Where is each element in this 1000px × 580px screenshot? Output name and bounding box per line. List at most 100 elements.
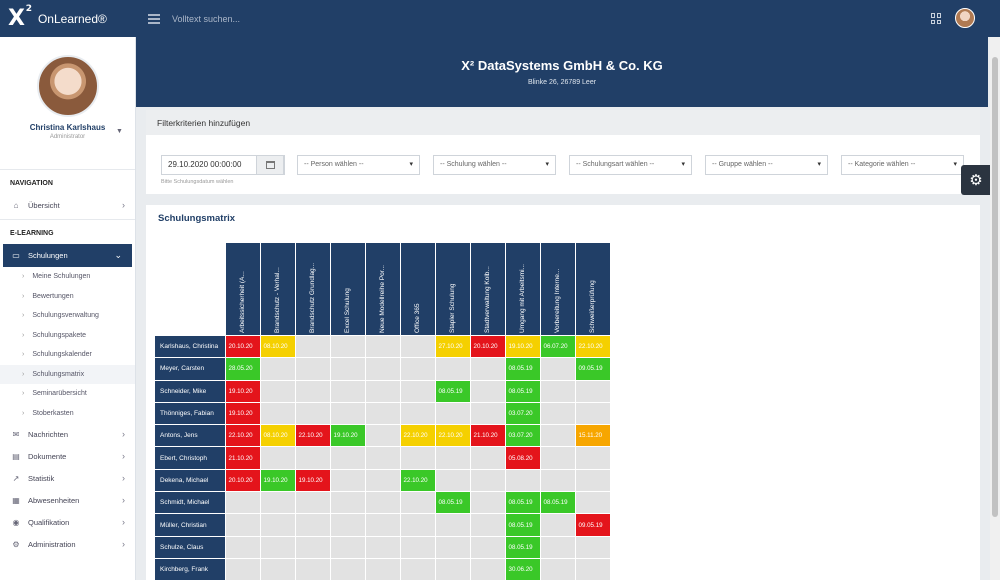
sidebar-subitem-schulungspakete[interactable]: › Schulungspakete xyxy=(22,331,87,339)
matrix-cell[interactable]: 21.10.20 xyxy=(469,424,506,448)
sidebar-subitem-bewertungen[interactable]: › Bewertungen xyxy=(22,292,74,300)
schulungsart-select[interactable]: -- Schulungsart wählen -- ▾ xyxy=(569,155,692,175)
matrix-cell[interactable]: 08.05.19 xyxy=(504,491,541,515)
sidebar-subitem-meine-schulungen[interactable]: › Meine Schulungen xyxy=(22,273,91,281)
matrix-cell[interactable]: 03.07.20 xyxy=(504,424,541,448)
caret-down-icon: ▾ xyxy=(817,161,821,168)
matrix-cell xyxy=(574,446,611,470)
matrix-cell[interactable]: 09.05.19 xyxy=(574,357,611,381)
matrix-cell[interactable]: 20.10.20 xyxy=(224,334,261,359)
gruppe-select[interactable]: -- Gruppe wählen -- ▾ xyxy=(705,155,828,175)
matrix-cell[interactable]: 08.10.20 xyxy=(259,334,296,359)
matrix-cell[interactable]: 15.11.20 xyxy=(574,424,611,448)
matrix-cell xyxy=(329,491,366,515)
matrix-cell[interactable]: 08.05.19 xyxy=(504,513,541,537)
sidebar-subitem-schulungsmatrix[interactable]: › Schulungsmatrix xyxy=(0,364,135,384)
sidebar-item-administration[interactable]: ⚙ Administration › xyxy=(12,539,125,549)
matrix-cell[interactable]: 21.10.20 xyxy=(224,446,261,470)
matrix-cell xyxy=(469,379,506,403)
sidebar-item-label: Übersicht xyxy=(28,200,60,210)
matrix-cell[interactable]: 19.10.20 xyxy=(224,401,261,426)
date-input[interactable]: 29.10.2020 00:00:00 xyxy=(161,155,285,175)
matrix-cell xyxy=(574,557,611,580)
matrix-cell[interactable]: 22.10.20 xyxy=(434,424,471,448)
sidebar-item-nachrichten[interactable]: ✉ Nachrichten › xyxy=(12,429,125,439)
scrollbar[interactable] xyxy=(990,37,1000,580)
search-input[interactable] xyxy=(172,7,472,30)
matrix-cell[interactable]: 08.05.19 xyxy=(504,379,541,403)
profile-name[interactable]: Christina Karlshaus xyxy=(29,123,106,132)
matrix-cell xyxy=(294,401,331,426)
matrix-cell xyxy=(259,379,296,403)
matrix-cell[interactable]: 08.05.19 xyxy=(434,491,471,515)
matrix-cell[interactable]: 08.10.20 xyxy=(259,424,296,448)
matrix-cell xyxy=(434,535,471,559)
row-person-name: Meyer, Carsten xyxy=(155,357,225,381)
sidebar-item-qualifikation[interactable]: ◉ Qualifikation › xyxy=(12,517,126,527)
caret-down-icon[interactable]: ▼ xyxy=(116,128,123,135)
settings-gear-button[interactable]: ⚙ xyxy=(961,165,991,195)
sidebar-subitem-stoberkasten[interactable]: › Stoberkasten xyxy=(22,409,74,417)
matrix-cell[interactable]: 20.10.20 xyxy=(224,468,261,493)
matrix-cell[interactable]: 19.10.20 xyxy=(294,468,331,493)
calendar-button[interactable] xyxy=(256,155,284,175)
matrix-cell[interactable]: 08.05.19 xyxy=(539,491,576,515)
matrix-cell xyxy=(574,379,611,403)
matrix-cell[interactable]: 22.10.20 xyxy=(399,468,436,493)
sidebar: Christina Karlshaus Administrator ▼ NAVI… xyxy=(0,37,136,580)
filter-title[interactable]: Filterkriterien hinzufügen xyxy=(146,110,980,135)
matrix-cell[interactable]: 22.10.20 xyxy=(294,424,331,448)
matrix-cell[interactable]: 28.05.20 xyxy=(224,357,261,381)
matrix-cell[interactable]: 08.05.19 xyxy=(504,535,541,559)
matrix-cell xyxy=(259,513,296,537)
sidebar-item-statistik[interactable]: ↗ Statistik › xyxy=(12,473,125,483)
matrix-cell[interactable]: 27.10.20 xyxy=(434,334,471,359)
table-row: Schneider, Mike 19.10.20 08.05.19 08.05.19 xyxy=(155,379,611,403)
matrix-cell[interactable]: 08.05.19 xyxy=(504,357,541,381)
matrix-cell[interactable]: 03.07.20 xyxy=(504,401,541,426)
sidebar-subitem-schulungskalender[interactable]: › Schulungskalender xyxy=(22,351,92,359)
matrix-cell[interactable]: 30.06.20 xyxy=(504,557,541,580)
sidebar-item-dokumente[interactable]: ▤ Dokumente › xyxy=(12,451,125,461)
sidebar-item-uebersicht[interactable]: ⌂ Übersicht › xyxy=(0,194,135,216)
sidebar-subitem-schulungsverwaltung[interactable]: › Schulungsverwaltung xyxy=(22,312,99,320)
sidebar-item-label: Schulungen xyxy=(28,251,68,260)
schulung-select[interactable]: -- Schulung wählen -- ▾ xyxy=(433,155,556,175)
kategorie-select[interactable]: -- Kategorie wählen -- ▾ xyxy=(841,155,964,175)
matrix-cell xyxy=(469,446,506,470)
scrollbar-thumb[interactable] xyxy=(992,57,998,517)
sidebar-item-abwesenheiten[interactable]: ▦ Abwesenheiten › xyxy=(12,495,125,505)
matrix-column-header: Umgang mit Arbeitsmi... xyxy=(504,242,541,336)
matrix-cell[interactable]: 19.10.20 xyxy=(504,334,541,359)
matrix-cell[interactable]: 05.08.20 xyxy=(504,446,541,470)
matrix-cell xyxy=(399,557,436,580)
matrix-cell[interactable]: 08.05.19 xyxy=(434,379,471,403)
matrix-cell xyxy=(434,446,471,470)
chevron-right-icon: › xyxy=(122,517,125,527)
matrix-cell[interactable]: 19.10.20 xyxy=(259,468,296,493)
matrix-cell[interactable]: 06.07.20 xyxy=(539,334,576,359)
menu-icon[interactable] xyxy=(148,13,160,24)
matrix-cell xyxy=(294,334,331,359)
person-select[interactable]: -- Person wählen -- ▾ xyxy=(297,155,420,175)
matrix-cell xyxy=(469,401,506,426)
apps-grid-icon[interactable] xyxy=(931,13,942,24)
matrix-cell[interactable]: 20.10.20 xyxy=(469,334,506,359)
matrix-cell[interactable]: 19.10.20 xyxy=(224,379,261,403)
matrix-cell xyxy=(329,557,366,580)
matrix-cell xyxy=(434,468,471,493)
matrix-cell xyxy=(399,513,436,537)
user-avatar[interactable] xyxy=(955,8,975,28)
sidebar-subitem-seminaruebersicht[interactable]: › Seminarübersicht xyxy=(22,390,87,398)
matrix-cell xyxy=(329,468,366,493)
matrix-cell[interactable]: 22.10.20 xyxy=(224,424,261,448)
matrix-cell[interactable]: 22.10.20 xyxy=(399,424,436,448)
calendar-icon: ▦ xyxy=(12,495,20,505)
matrix-cell[interactable]: 09.05.19 xyxy=(574,513,611,537)
matrix-cell[interactable]: 22.10.20 xyxy=(574,334,611,359)
matrix-cell xyxy=(434,401,471,426)
matrix-cell[interactable]: 19.10.20 xyxy=(329,424,366,448)
sidebar-item-schulungen[interactable]: ▭ Schulungen ⌄ xyxy=(3,244,132,267)
